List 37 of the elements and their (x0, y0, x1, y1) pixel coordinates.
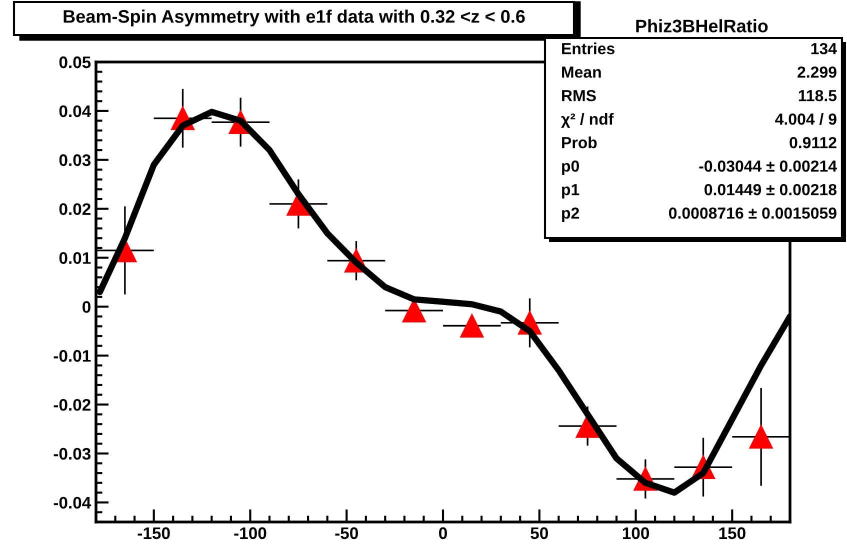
y-tick-label: -0.04 (54, 496, 92, 509)
annotation: RMS (562, 90, 596, 102)
x-tick-label: 50 (530, 527, 548, 540)
x-tick-label: 100 (622, 527, 649, 540)
text: 118.5 (798, 90, 837, 102)
x-tick-label: 0 (439, 527, 447, 540)
text: 134 (811, 42, 837, 54)
chart-title: Beam-Spin Asymmetry with e1f data with 0.32 <z < 0.6 (64, 10, 525, 26)
y-tick-label: 0 (82, 301, 90, 313)
y-tick-label: -0.01 (54, 350, 91, 362)
text: Phiz3BHelRatio (636, 19, 768, 32)
y-tick-label: -0.02 (54, 398, 90, 411)
annotation: -0.03044 ± 0.00214 (699, 160, 837, 172)
annotation: p1 (562, 184, 580, 198)
x-tick-label: -150 (138, 527, 170, 540)
text: 2.299 (798, 66, 836, 78)
y-tick-label: 0.02 (59, 203, 90, 216)
x-tick-label: -50 (335, 527, 358, 540)
y-tick-label: 0.04 (59, 105, 92, 118)
annotation: p0 (562, 160, 579, 175)
y-tick-label: 0.01 (59, 252, 91, 264)
point (749, 425, 773, 449)
annotation: 0.9112 (790, 136, 836, 148)
annotation: Mean (562, 66, 601, 78)
point (460, 314, 484, 338)
annotation: Prob (562, 136, 597, 148)
x-tick-label: 150 (719, 527, 746, 540)
annotation: χ² / ndf (561, 113, 614, 128)
y-tick-label: -0.03 (54, 448, 91, 460)
text: Entries (562, 42, 614, 54)
y-tick-label: 0.03 (59, 154, 91, 166)
annotation: 0.0008716 ± 0.0015059 (669, 207, 836, 219)
annotation: 4.004 / 9 (775, 113, 836, 125)
annotation: 0.01449 ± 0.00218 (704, 184, 837, 196)
x-tick-label: -100 (234, 527, 266, 540)
annotation: p2 (562, 207, 579, 222)
y-tick-label: 0.05 (59, 56, 91, 68)
